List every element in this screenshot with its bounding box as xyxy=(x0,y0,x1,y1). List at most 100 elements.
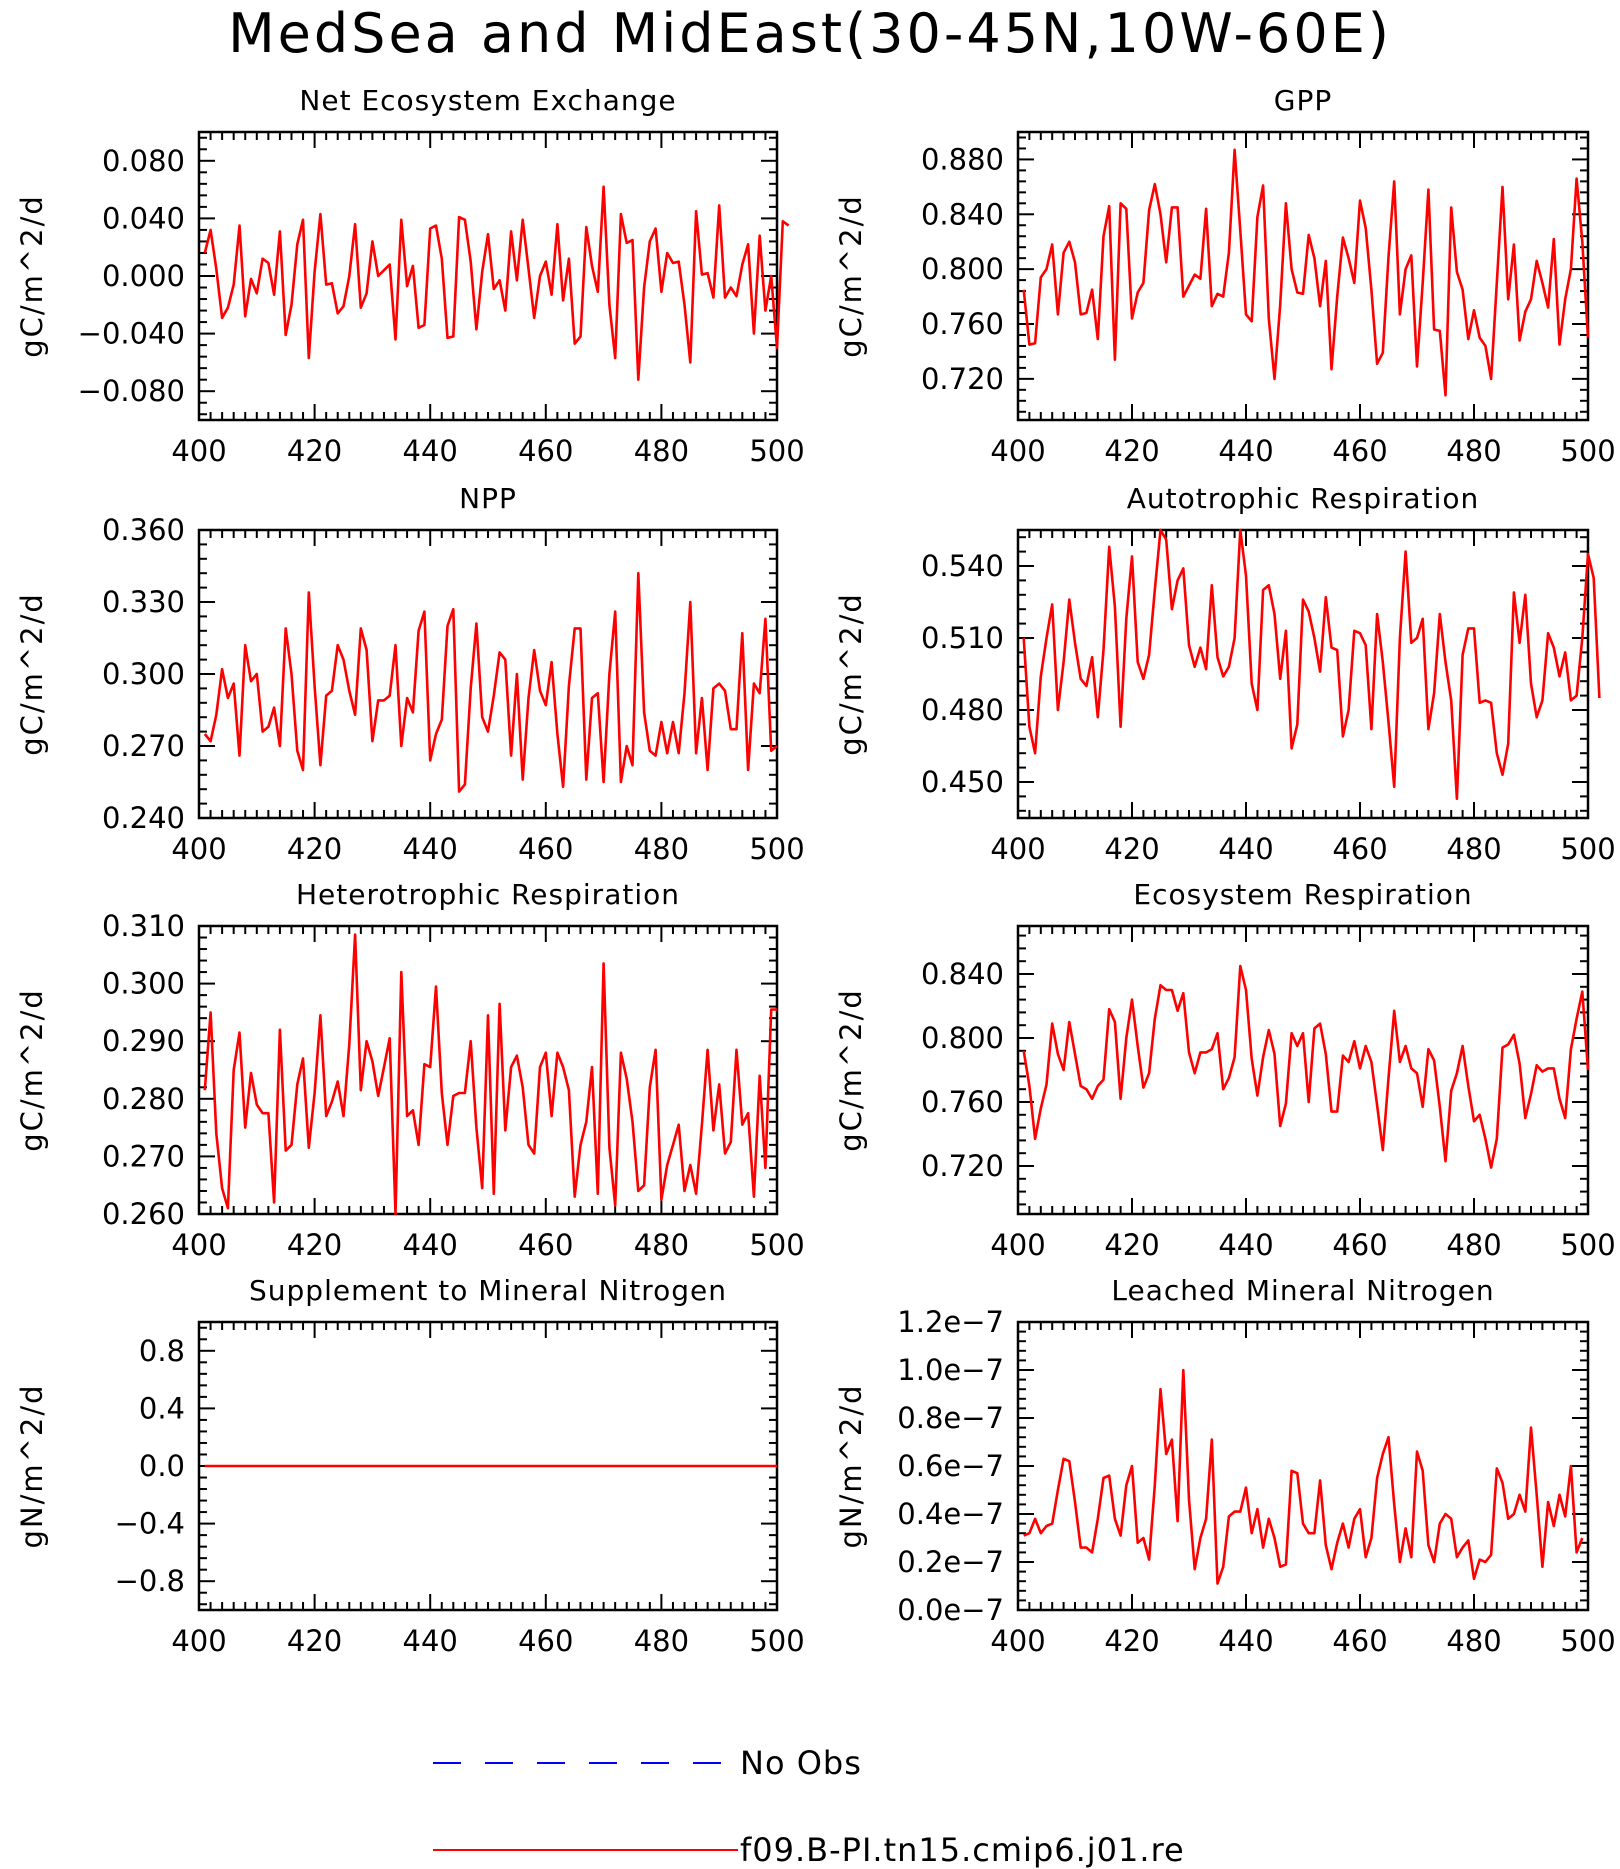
panel-3-frame xyxy=(197,528,779,820)
panel-8-ytick-label: 0.4e−7 xyxy=(897,1497,1004,1531)
panel-1-xtick-label: 460 xyxy=(518,434,573,468)
panel-1-xtick-label: 440 xyxy=(403,434,458,468)
panel-2-xtick-label: 420 xyxy=(1104,434,1159,468)
panel-3-xtick-label: 400 xyxy=(171,832,226,866)
panel-5-xtick-label: 440 xyxy=(403,1228,458,1262)
panel-2-frame xyxy=(1016,130,1590,422)
panel-6-ytick-label: 0.720 xyxy=(921,1149,1004,1183)
panel-2-xtick-label: 480 xyxy=(1446,434,1501,468)
panel-6-ytick-label: 0.800 xyxy=(921,1021,1004,1055)
panel-2-xtick-label: 500 xyxy=(1560,434,1615,468)
panel-6-xtick-label: 440 xyxy=(1218,1228,1273,1262)
panel-7-ytick-label: −0.4 xyxy=(115,1507,185,1541)
panel-4-xtick-label: 420 xyxy=(1104,832,1159,866)
panel-8-title: Leached Mineral Nitrogen xyxy=(1111,1274,1494,1307)
panel-8-xtick-label: 440 xyxy=(1218,1624,1273,1658)
panel-5-xtick-label: 420 xyxy=(287,1228,342,1262)
panel-7-ytick-label: −0.8 xyxy=(115,1564,185,1598)
panel-5-title: Heterotrophic Respiration xyxy=(296,878,680,911)
panel-8-ytick-label: 0.8e−7 xyxy=(897,1401,1004,1435)
panel-1-ytick-label: 0.080 xyxy=(102,144,185,178)
panel-5-ytick-label: 0.310 xyxy=(102,909,185,943)
panel-2-title: GPP xyxy=(1274,84,1332,117)
panel-8-ytick-label: 1.2e−7 xyxy=(897,1305,1004,1339)
panel-1-ytick-label: −0.040 xyxy=(78,317,185,351)
panel-6-ylabel: gC/m^2/d xyxy=(834,988,868,1152)
panel-4-xtick-label: 480 xyxy=(1446,832,1501,866)
panel-8-xtick-label: 420 xyxy=(1104,1624,1159,1658)
panel-7-xtick-label: 400 xyxy=(171,1624,226,1658)
panel-6-title: Ecosystem Respiration xyxy=(1133,878,1472,911)
panel-4-ytick-label: 0.480 xyxy=(921,693,1004,727)
panel-3-ytick-label: 0.330 xyxy=(102,585,185,619)
panel-2-xtick-label: 400 xyxy=(990,434,1045,468)
panel-7-ytick-label: 0.8 xyxy=(139,1334,185,1368)
panel-8-ytick-label: 0.0e−7 xyxy=(897,1593,1004,1627)
panel-1-ytick-label: −0.080 xyxy=(78,374,185,408)
panel-8-xtick-label: 480 xyxy=(1446,1624,1501,1658)
panel-8-series-line xyxy=(1023,1368,1584,1585)
panel-2-ylabel: gC/m^2/d xyxy=(834,194,868,358)
panel-5-ytick-label: 0.280 xyxy=(102,1082,185,1116)
panel-5-ytick-label: 0.270 xyxy=(102,1139,185,1173)
panel-3-xtick-label: 420 xyxy=(287,832,342,866)
panel-3-xtick-label: 500 xyxy=(749,832,804,866)
panel-1-ytick-label: 0.040 xyxy=(102,201,185,235)
panel-2-ytick-label: 0.880 xyxy=(921,142,1004,176)
panel-6-xtick-label: 480 xyxy=(1446,1228,1501,1262)
panel-7-ytick-label: 0.0 xyxy=(139,1449,185,1483)
panel-7-xtick-label: 500 xyxy=(749,1624,804,1658)
panel-4-xtick-label: 500 xyxy=(1560,832,1615,866)
panel-1-xtick-label: 400 xyxy=(171,434,226,468)
panel-8-ytick-label: 0.6e−7 xyxy=(897,1449,1004,1483)
panel-4-ytick-label: 0.540 xyxy=(921,549,1004,583)
panel-5-xtick-label: 500 xyxy=(749,1228,804,1262)
panel-4-ytick-label: 0.450 xyxy=(921,765,1004,799)
panel-5-ylabel: gC/m^2/d xyxy=(15,988,49,1152)
panel-3-ytick-label: 0.360 xyxy=(102,513,185,547)
panel-3-ylabel: gC/m^2/d xyxy=(15,592,49,756)
panel-8-xtick-label: 460 xyxy=(1332,1624,1387,1658)
panel-3-ytick-label: 0.300 xyxy=(102,657,185,691)
panel-3-ytick-label: 0.240 xyxy=(102,801,185,835)
panel-6-xtick-label: 420 xyxy=(1104,1228,1159,1262)
panel-3-xtick-label: 440 xyxy=(403,832,458,866)
panel-7-xtick-label: 420 xyxy=(287,1624,342,1658)
panel-6-ytick-label: 0.840 xyxy=(921,957,1004,991)
panel-1-series-line xyxy=(203,185,790,382)
panel-8-xtick-label: 400 xyxy=(990,1624,1045,1658)
panel-4-title: Autotrophic Respiration xyxy=(1127,482,1479,515)
panel-7-title: Supplement to Mineral Nitrogen xyxy=(249,1274,727,1307)
panel-6-xtick-label: 500 xyxy=(1560,1228,1615,1262)
panel-4-ytick-label: 0.510 xyxy=(921,621,1004,655)
panel-7-xtick-label: 480 xyxy=(634,1624,689,1658)
panel-8-ytick-label: 0.2e−7 xyxy=(897,1545,1004,1579)
panel-4-xtick-label: 440 xyxy=(1218,832,1273,866)
panel-1-xtick-label: 480 xyxy=(634,434,689,468)
panel-5-xtick-label: 400 xyxy=(171,1228,226,1262)
panel-1-xtick-label: 420 xyxy=(287,434,342,468)
panel-8-ylabel: gN/m^2/d xyxy=(834,1383,868,1548)
panel-8-xtick-label: 500 xyxy=(1560,1624,1615,1658)
panel-6-xtick-label: 460 xyxy=(1332,1228,1387,1262)
panel-7-ytick-label: 0.4 xyxy=(139,1391,185,1425)
panel-3-series-line xyxy=(203,571,778,793)
panel-6-xtick-label: 400 xyxy=(990,1228,1045,1262)
panel-7-ylabel: gN/m^2/d xyxy=(15,1383,49,1548)
panel-5-ytick-label: 0.300 xyxy=(102,967,185,1001)
panel-2-ytick-label: 0.840 xyxy=(921,197,1004,231)
panel-4-xtick-label: 460 xyxy=(1332,832,1387,866)
panel-8-ytick-label: 1.0e−7 xyxy=(897,1353,1004,1387)
panel-3-xtick-label: 480 xyxy=(634,832,689,866)
panel-1-xtick-label: 500 xyxy=(749,434,804,468)
panel-4-xtick-label: 400 xyxy=(990,832,1045,866)
panel-5-series-line xyxy=(203,933,777,1216)
panel-8-frame xyxy=(1016,1320,1590,1612)
panel-1-frame xyxy=(197,130,779,422)
panel-3-title: NPP xyxy=(459,482,517,515)
panel-5-xtick-label: 460 xyxy=(518,1228,573,1262)
panel-3-xtick-label: 460 xyxy=(518,832,573,866)
page-title: MedSea and MidEast(30-45N,10W-60E) xyxy=(228,2,1392,65)
panel-2-xtick-label: 440 xyxy=(1218,434,1273,468)
